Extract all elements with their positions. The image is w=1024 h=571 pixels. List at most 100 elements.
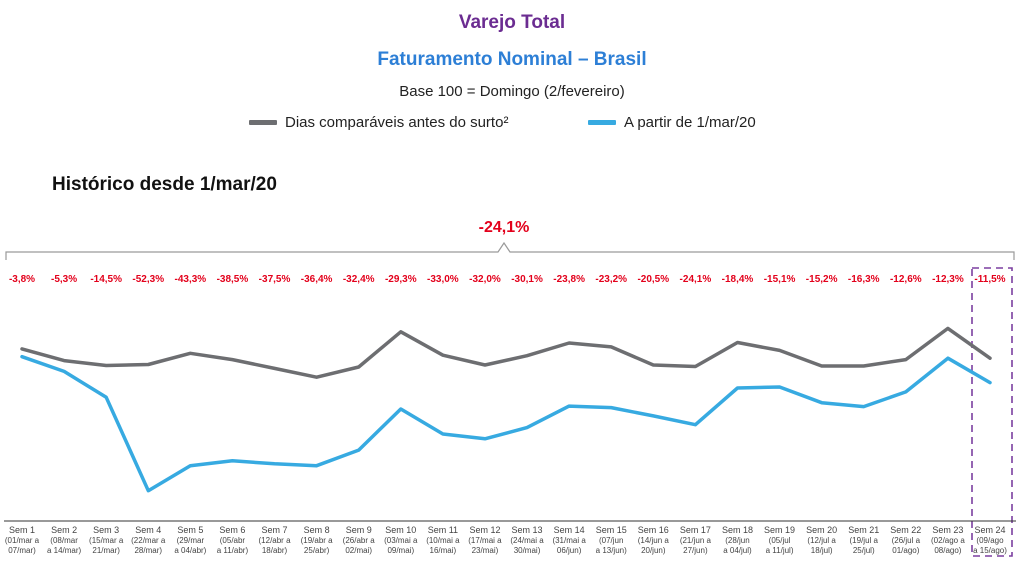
x-tick-range: (29/mar — [177, 536, 205, 545]
x-tick-week: Sem 14 — [554, 525, 585, 535]
x-tick-label: Sem 9(26/abr a02/mai) — [343, 525, 376, 555]
pct-label: -18,4% — [722, 274, 754, 285]
x-tick-label: Sem 1(01/mar a07/mar) — [5, 525, 40, 555]
x-tick-range: (28/jun — [725, 536, 749, 545]
x-tick-range: (02/ago a — [931, 536, 965, 545]
pct-label: -23,2% — [595, 274, 627, 285]
x-tick-week: Sem 22 — [890, 525, 921, 535]
x-tick-range: a 15/ago) — [973, 546, 1007, 555]
x-tick-range: (14/jun a — [638, 536, 670, 545]
x-tick-range: (08/mar — [50, 536, 78, 545]
section-title: Histórico desde 1/mar/20 — [52, 174, 277, 195]
x-tick-range: (22/mar a — [131, 536, 166, 545]
x-tick-range: (21/jun a — [680, 536, 712, 545]
x-tick-range: 20/jun) — [641, 546, 666, 555]
x-tick-label: Sem 23(02/ago a08/ago) — [931, 525, 965, 555]
bracket-line — [5, 241, 1015, 260]
pct-label: -12,3% — [932, 274, 964, 285]
x-tick-week: Sem 12 — [469, 525, 500, 535]
x-tick-range: (09/ago — [976, 536, 1004, 545]
pct-label: -15,2% — [806, 274, 838, 285]
legend-item-after: A partir de 1/mar/20 — [588, 114, 756, 131]
highlight-box — [971, 267, 1013, 557]
x-tick-range: 28/mar) — [134, 546, 162, 555]
x-tick-week: Sem 23 — [932, 525, 963, 535]
pct-label: -33,0% — [427, 274, 459, 285]
chart-title: Varejo Total — [458, 12, 566, 33]
x-tick-label: Sem 16(14/jun a20/jun) — [638, 525, 670, 555]
x-tick-range: 02/mai) — [345, 546, 372, 555]
x-tick-range: 30/mai) — [514, 546, 541, 555]
overall-bracket — [5, 241, 1015, 260]
x-tick-range: 06/jun) — [557, 546, 582, 555]
x-tick-label: Sem 3(15/mar a21/mar) — [89, 525, 124, 555]
pct-label: -43,3% — [175, 274, 207, 285]
x-tick-range: (17/mai a — [468, 536, 502, 545]
legend-item-before: Dias comparáveis antes do surto² — [249, 114, 508, 131]
x-tick-range: (15/mar a — [89, 536, 124, 545]
pct-label: -24,1% — [680, 274, 712, 285]
base-note: Base 100 = Domingo (2/fevereiro) — [399, 83, 625, 100]
x-tick-week: Sem 19 — [764, 525, 795, 535]
x-tick-label: Sem 11(10/mai a16/mai) — [426, 525, 460, 555]
pct-labels: -3,8% -5,3% -14,5% -52,3% -43,3% -38,5% -37,5%… — [9, 274, 1006, 285]
x-tick-range: (05/abr — [220, 536, 246, 545]
pct-label: -52,3% — [132, 274, 164, 285]
x-tick-week: Sem 2 — [51, 525, 77, 535]
pct-label: -12,6% — [890, 274, 922, 285]
pct-label: -32,4% — [343, 274, 375, 285]
x-tick-range: (12/abr a — [259, 536, 292, 545]
pct-label: -3,8% — [9, 274, 35, 285]
legend-swatch-before — [249, 120, 277, 125]
x-tick-range: 09/mai) — [387, 546, 414, 555]
x-tick-week: Sem 24 — [974, 525, 1005, 535]
legend-label-after: A partir de 1/mar/20 — [624, 114, 756, 131]
x-tick-range: a 11/jul) — [766, 546, 794, 555]
series-line-before — [20, 326, 992, 379]
x-tick-label: Sem 7(12/abr a18/abr) — [259, 525, 292, 555]
pct-label: -37,5% — [259, 274, 291, 285]
x-tick-range: 07/mar) — [8, 546, 36, 555]
pct-label: -14,5% — [90, 274, 122, 285]
x-tick-range: (24/mai a — [510, 536, 544, 545]
pct-label: -5,3% — [51, 274, 77, 285]
x-tick-range: a 04/abr) — [174, 546, 206, 555]
x-tick-range: (07/jun — [599, 536, 623, 545]
x-tick-range: (01/mar a — [5, 536, 40, 545]
x-tick-label: Sem 14(31/mai a06/jun) — [552, 525, 586, 555]
pct-label: -16,3% — [848, 274, 880, 285]
x-tick-week: Sem 8 — [304, 525, 330, 535]
x-tick-range: 25/jul) — [853, 546, 875, 555]
x-tick-range: 18/jul) — [811, 546, 833, 555]
x-tick-range: a 13/jun) — [596, 546, 627, 555]
x-tick-label: Sem 22(26/jul a01/ago) — [890, 525, 921, 555]
x-tick-range: (10/mai a — [426, 536, 460, 545]
x-tick-range: a 04/jul) — [723, 546, 752, 555]
x-tick-range: a 14/mar) — [47, 546, 82, 555]
x-tick-week: Sem 21 — [848, 525, 879, 535]
series-lines — [20, 326, 992, 493]
x-tick-range: (05/jul — [769, 536, 791, 545]
x-tick-label: Sem 4(22/mar a28/mar) — [131, 525, 166, 555]
x-tick-range: 08/ago) — [934, 546, 961, 555]
x-tick-label: Sem 13(24/mai a30/mai) — [510, 525, 544, 555]
x-tick-range: 23/mai) — [472, 546, 499, 555]
chart-subtitle: Faturamento Nominal – Brasil — [377, 49, 647, 70]
pct-label: -20,5% — [637, 274, 669, 285]
x-tick-label: Sem 21(19/jul a25/jul) — [848, 525, 879, 555]
x-tick-week: Sem 1 — [9, 525, 35, 535]
x-tick-range: 27/jun) — [683, 546, 708, 555]
x-tick-label: Sem 12(17/mai a23/mai) — [468, 525, 502, 555]
x-tick-range: (19/abr a — [301, 536, 334, 545]
x-tick-range: (31/mai a — [552, 536, 586, 545]
x-tick-week: Sem 9 — [346, 525, 372, 535]
x-tick-week: Sem 17 — [680, 525, 711, 535]
legend-label-before: Dias comparáveis antes do surto² — [285, 114, 509, 131]
